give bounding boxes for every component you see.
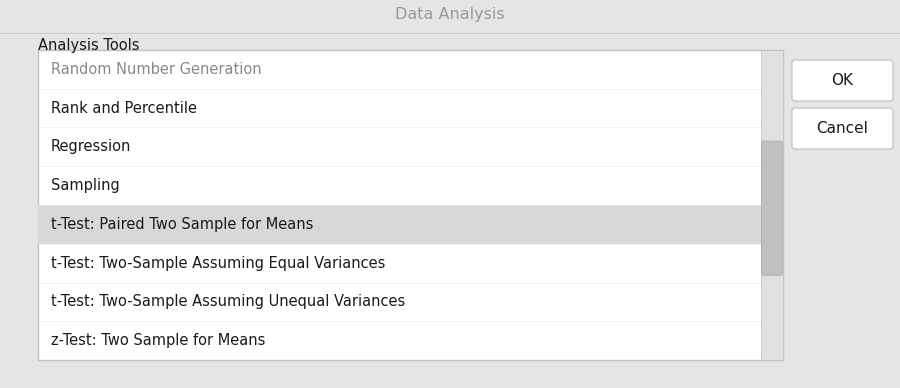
- Text: Sampling: Sampling: [51, 178, 120, 193]
- Text: t-Test: Two-Sample Assuming Equal Variances: t-Test: Two-Sample Assuming Equal Varian…: [51, 256, 385, 270]
- Text: z-Test: Two Sample for Means: z-Test: Two Sample for Means: [51, 333, 266, 348]
- Text: Regression: Regression: [51, 139, 131, 154]
- FancyBboxPatch shape: [761, 141, 782, 275]
- Text: OK: OK: [832, 73, 853, 88]
- Text: t-Test: Two-Sample Assuming Unequal Variances: t-Test: Two-Sample Assuming Unequal Vari…: [51, 294, 405, 309]
- FancyBboxPatch shape: [792, 108, 893, 149]
- Text: Analysis Tools: Analysis Tools: [38, 38, 140, 54]
- Text: Random Number Generation: Random Number Generation: [51, 62, 262, 77]
- Text: Data Analysis: Data Analysis: [395, 7, 505, 23]
- Text: t-Test: Paired Two Sample for Means: t-Test: Paired Two Sample for Means: [51, 217, 313, 232]
- Text: Rank and Percentile: Rank and Percentile: [51, 100, 197, 116]
- Text: Cancel: Cancel: [816, 121, 868, 136]
- FancyBboxPatch shape: [792, 60, 893, 101]
- FancyBboxPatch shape: [761, 50, 783, 360]
- FancyBboxPatch shape: [38, 205, 761, 244]
- FancyBboxPatch shape: [38, 50, 783, 360]
